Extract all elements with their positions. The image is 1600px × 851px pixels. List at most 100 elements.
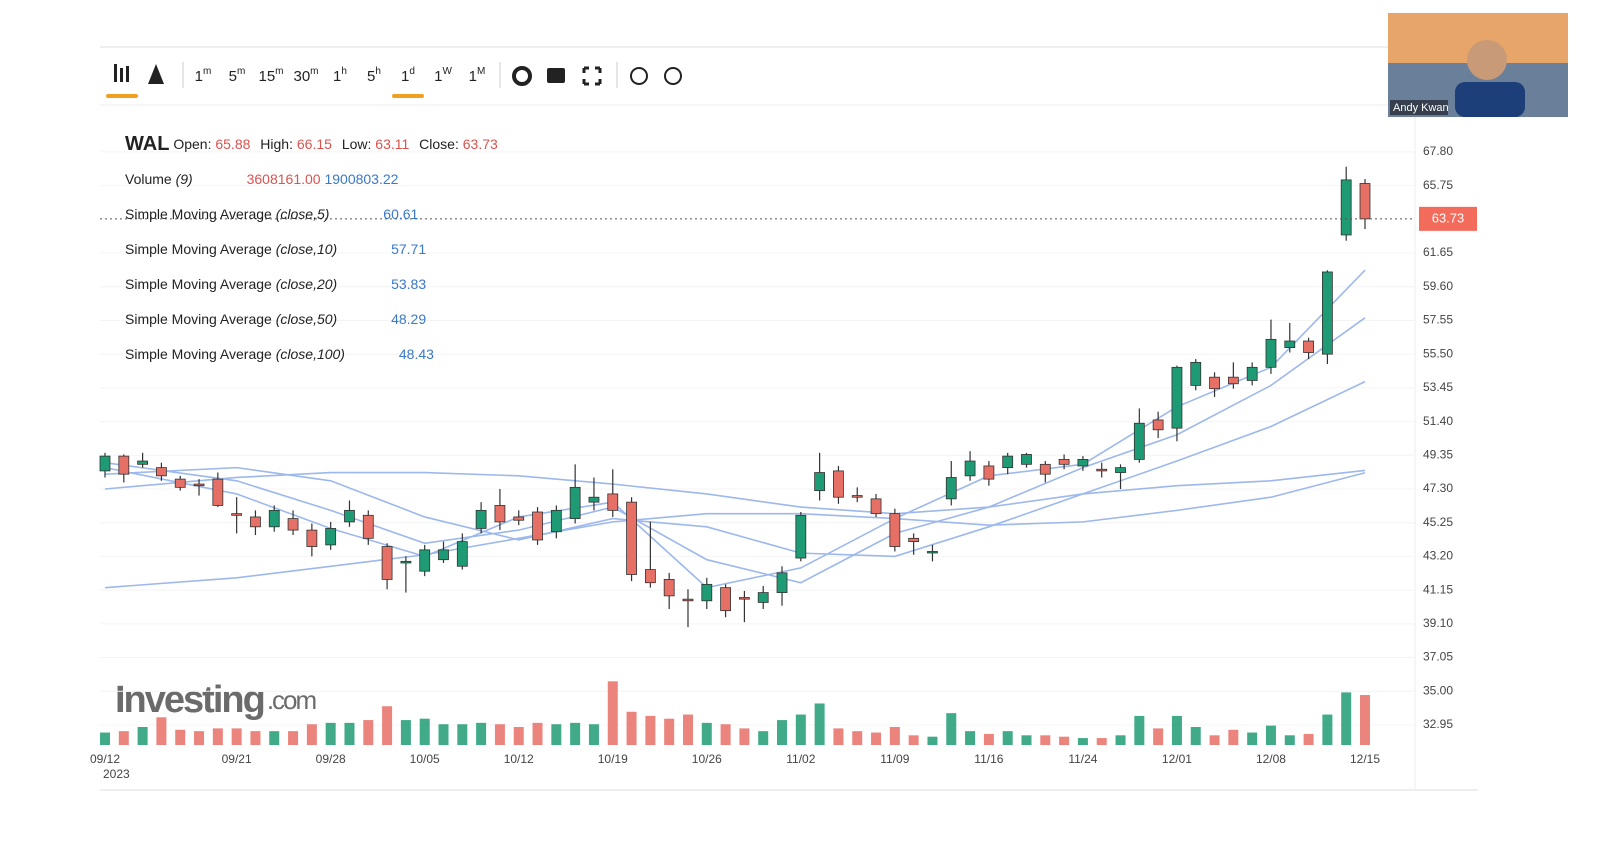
candle-body <box>268 509 280 528</box>
sma-value: 60.61 <box>383 206 418 222</box>
settings-icon[interactable] <box>512 66 532 86</box>
volume-bar <box>1021 735 1032 745</box>
volume-bar <box>494 724 505 745</box>
volume-bar <box>1322 714 1333 745</box>
x-tick-label: 10/19 <box>598 752 628 766</box>
legend-row: WAL Open: 65.88 High: 66.15 Low: 63.11 C… <box>125 133 498 155</box>
x-tick-label: 12/15 <box>1350 752 1380 766</box>
volume-bar <box>100 732 110 745</box>
volume-bar <box>1190 727 1201 745</box>
interval-button[interactable]: 5m <box>229 66 246 85</box>
space <box>337 241 391 257</box>
legend-row: Simple Moving Average (close,5) 60.61 <box>125 206 419 222</box>
volume-bar <box>1303 733 1314 745</box>
volume-bar <box>1002 731 1013 745</box>
volume-bar <box>419 718 430 745</box>
interval-unit: d <box>409 66 415 77</box>
candle-body <box>325 528 337 546</box>
camera-icon[interactable] <box>547 68 565 83</box>
candle-body <box>720 587 731 612</box>
legend-row: Volume (9) 3608161.00 1900803.22 <box>125 171 399 187</box>
chart-type-area[interactable] <box>148 64 164 84</box>
candle-body <box>889 513 901 547</box>
volume-bar <box>588 724 599 745</box>
candle-body <box>306 529 318 547</box>
volume-bar <box>438 724 449 745</box>
volume-bar <box>983 733 994 745</box>
icon <box>126 66 129 82</box>
volume-bar <box>476 722 487 745</box>
icon <box>120 68 123 82</box>
interval-unit: M <box>477 66 485 77</box>
close-value: 63.73 <box>463 136 498 152</box>
interval-button[interactable]: 5h <box>367 66 381 85</box>
volume-bar <box>682 714 693 745</box>
interval-button[interactable]: 30m <box>293 66 318 85</box>
volume-ma: 1900803.22 <box>324 171 398 187</box>
interval-button[interactable]: 1W <box>434 66 452 85</box>
x-tick-label: 10/12 <box>504 752 534 766</box>
candle-body <box>1303 340 1314 353</box>
open-value: 65.88 <box>215 136 250 152</box>
candle-body <box>626 501 637 575</box>
legend-row: Simple Moving Average (close,10) 57.71 <box>125 241 426 257</box>
sma-value: 48.43 <box>399 346 434 362</box>
candle-body <box>1096 468 1108 472</box>
volume-bar <box>1341 692 1352 745</box>
sma-line <box>104 471 1366 589</box>
watermark-suffix: com <box>272 685 315 715</box>
high-label: High: <box>260 136 293 152</box>
interval-button[interactable]: 1d <box>401 66 415 85</box>
interval-button[interactable]: 15m <box>258 66 283 85</box>
candle-body <box>400 560 412 564</box>
candle-body <box>287 518 299 531</box>
interval-button[interactable]: 1M <box>469 66 486 85</box>
fullscreen-icon[interactable] <box>582 66 602 86</box>
candle-body <box>870 498 882 515</box>
sma-line <box>104 469 1366 515</box>
person-body <box>1455 82 1525 117</box>
candle-body <box>1133 422 1145 460</box>
interval-button[interactable]: 1h <box>333 66 347 85</box>
watermark-dot: . <box>267 685 272 715</box>
participant-name: Andy Kwan <box>1393 102 1449 114</box>
x-tick-label: 09/21 <box>222 752 252 766</box>
candle-body <box>588 496 600 503</box>
candle-body <box>776 572 788 593</box>
candle-body <box>174 478 186 488</box>
space <box>337 276 391 292</box>
y-tick-label: 32.95 <box>1423 717 1453 731</box>
candle-body <box>663 579 675 597</box>
volume-bar <box>946 713 957 745</box>
candle-body <box>1058 458 1070 465</box>
y-tick-label: 65.75 <box>1423 178 1453 192</box>
candle-body <box>1265 338 1277 368</box>
volume-bar <box>1209 735 1220 745</box>
candle-body <box>739 597 750 600</box>
download-icon[interactable] <box>630 67 648 85</box>
volume-bar <box>118 731 129 745</box>
interval-unit: m <box>203 66 211 77</box>
sma-name: Simple Moving Average <box>125 206 272 222</box>
sma-value: 57.71 <box>391 241 426 257</box>
candle-body <box>569 486 581 519</box>
candle-body <box>927 551 938 554</box>
volume-bar <box>607 681 618 745</box>
space <box>332 136 342 152</box>
volume-bar <box>871 732 882 745</box>
candle-body <box>193 483 205 487</box>
upload-icon[interactable] <box>664 67 682 85</box>
interval-button[interactable]: 1m <box>195 66 212 85</box>
sma-name: Simple Moving Average <box>125 276 272 292</box>
volume-bar <box>1134 715 1145 745</box>
x-year-label: 2023 <box>103 767 130 781</box>
volume-bar <box>532 722 543 745</box>
space <box>329 206 383 222</box>
y-tick-label: 47.30 <box>1423 481 1453 495</box>
chart-type-candle[interactable] <box>114 64 129 82</box>
y-tick-label: 67.80 <box>1423 144 1453 158</box>
candle-body <box>1039 463 1051 475</box>
close-label: Close: <box>419 136 459 152</box>
volume-bar <box>344 722 355 745</box>
